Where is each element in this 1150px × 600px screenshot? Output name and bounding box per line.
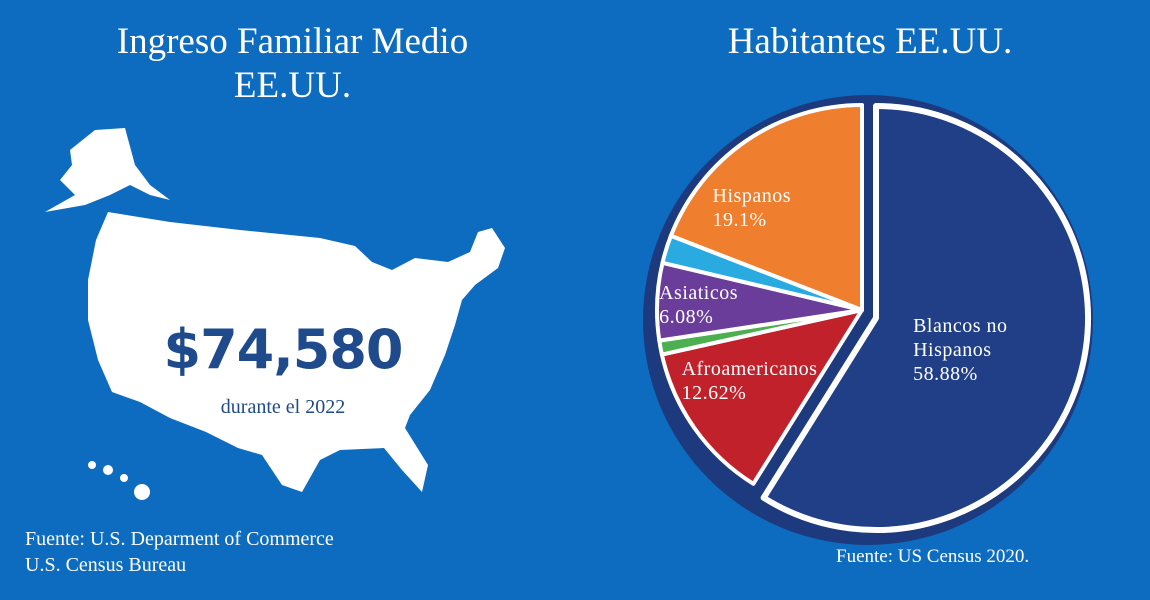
slice-value: 12.62% — [681, 382, 747, 405]
slice-label: Afroamericanos 12.62% — [682, 357, 842, 405]
title-line: Ingreso Familiar Medio — [116, 21, 469, 62]
pie-slice — [659, 308, 864, 486]
slice-value: 19.1% — [712, 209, 767, 232]
slice-value: 58.88% — [913, 363, 978, 386]
slice-name: Blancos no Hispanos — [913, 315, 1008, 362]
slice-name: Hispanos — [712, 185, 791, 208]
map-title: Ingreso Familiar Medio EE.UU. — [0, 20, 585, 108]
pie-slice — [760, 103, 1091, 533]
slice-name: Asiaticos — [659, 281, 739, 304]
contiguous-states — [88, 212, 505, 492]
chart-source: Fuente: US Census 2020. — [836, 546, 1030, 567]
source-line: Fuente: U.S. Deparment of Commerce — [25, 528, 334, 550]
title-line: EE.UU. — [233, 65, 352, 106]
alaska — [45, 128, 170, 212]
income-amount: $74,580 — [163, 318, 404, 381]
us-map — [45, 128, 505, 500]
slice-label: Blancos no Hispanos 58.88% — [913, 314, 1063, 386]
hawaii — [88, 461, 150, 500]
chart-title: Habitantes EE.UU. — [727, 21, 1013, 62]
slice-label: Asiaticos 6.08% — [659, 281, 819, 329]
pie-slice — [668, 103, 864, 312]
income-period: durante el 2022 — [220, 396, 346, 418]
source-line: U.S. Census Bureau — [25, 554, 187, 576]
slice-value: 6.08% — [659, 305, 714, 328]
map-source: Fuente: U.S. Deparment of Commerce U.S. … — [25, 526, 334, 578]
slice-name: Afroamericanos — [681, 358, 818, 381]
slice-label: Hispanos 19.1% — [713, 184, 873, 232]
